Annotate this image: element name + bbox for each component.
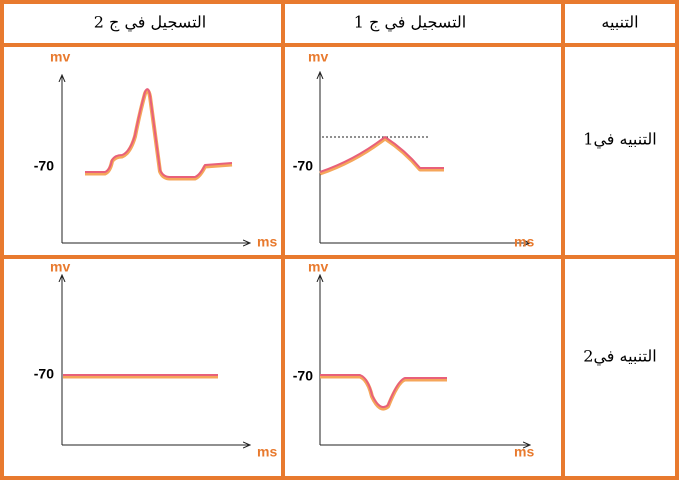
header-cell: التسجيل في ج 1 [354,13,466,32]
level-label: -70 [34,366,54,382]
header-cell: التسجيل في ج 2 [94,13,206,32]
level-label: -70 [34,158,54,174]
x-axis-label: ms [514,444,534,460]
graph: mv ms -70 [293,49,535,250]
x-axis-label: ms [257,234,277,250]
header-cell: التنبيه [601,13,638,32]
level-label: -70 [293,158,313,174]
y-axis-label: mv [308,49,328,65]
y-axis-label: mv [50,49,70,65]
graph: mv ms -70 [34,259,278,460]
y-axis-label: mv [50,259,70,275]
graph: mv ms -70 [34,49,278,250]
x-axis-label: ms [257,444,277,460]
graph: mv ms -70 [293,259,535,460]
row-label: التنبيه في2 [583,347,656,366]
y-axis-label: mv [308,259,328,275]
row-label: التنبيه في1 [583,130,656,149]
x-axis-label: ms [514,234,534,250]
level-label: -70 [293,368,313,384]
